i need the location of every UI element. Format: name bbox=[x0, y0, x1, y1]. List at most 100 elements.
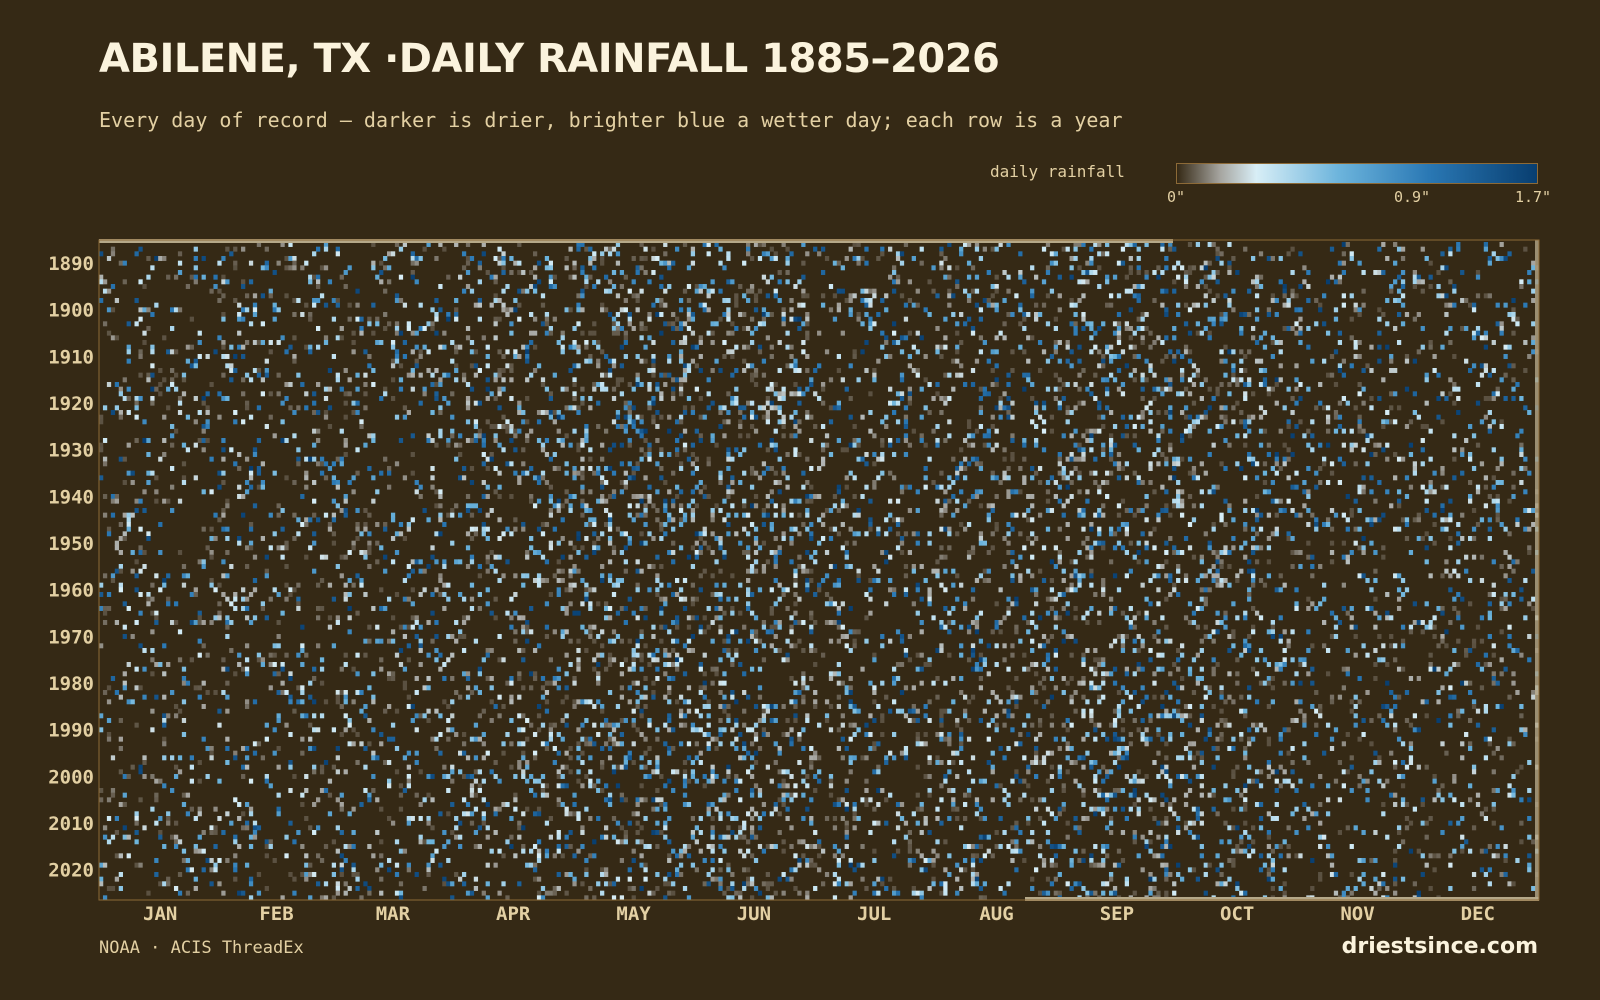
heatmap-cell bbox=[1306, 428, 1311, 434]
heatmap-cell bbox=[154, 573, 159, 579]
heatmap-cell bbox=[315, 284, 321, 289]
heatmap-cell bbox=[848, 298, 853, 303]
heatmap-cell bbox=[1400, 256, 1406, 261]
heatmap-cell bbox=[1511, 396, 1516, 401]
heatmap-cell bbox=[1211, 274, 1216, 280]
heatmap-cell bbox=[1057, 554, 1062, 560]
heatmap-cell bbox=[690, 358, 696, 364]
heatmap-cell bbox=[675, 484, 680, 490]
heatmap-cell bbox=[1065, 382, 1070, 387]
heatmap-cell bbox=[1274, 531, 1279, 537]
heatmap-cell bbox=[757, 321, 763, 327]
heatmap-cell bbox=[659, 606, 664, 611]
heatmap-cell bbox=[1467, 368, 1473, 373]
heatmap-cell bbox=[943, 526, 948, 532]
heatmap-cell bbox=[1010, 400, 1015, 406]
heatmap-cell bbox=[1266, 573, 1272, 579]
heatmap-cell bbox=[177, 307, 183, 313]
heatmap-cell bbox=[244, 606, 250, 611]
heatmap-cell bbox=[588, 246, 593, 252]
heatmap-cell bbox=[284, 293, 289, 299]
heatmap-cell bbox=[686, 554, 692, 560]
heatmap-cell bbox=[836, 400, 841, 406]
heatmap-cell bbox=[714, 503, 719, 509]
heatmap-cell bbox=[773, 442, 778, 448]
heatmap-cell bbox=[493, 298, 498, 303]
heatmap-cell bbox=[146, 326, 151, 331]
heatmap-cell bbox=[481, 438, 486, 443]
heatmap-cell bbox=[675, 377, 680, 383]
heatmap-cell bbox=[1156, 447, 1161, 453]
heatmap-cell bbox=[237, 466, 242, 471]
heatmap-cell bbox=[623, 568, 628, 574]
heatmap-cell bbox=[347, 578, 352, 583]
heatmap-cell bbox=[544, 312, 550, 317]
heatmap-cell bbox=[375, 321, 380, 327]
heatmap-cell bbox=[872, 452, 877, 457]
heatmap-cell bbox=[505, 307, 510, 313]
heatmap-cell bbox=[304, 260, 309, 266]
heatmap-cell bbox=[418, 484, 423, 490]
heatmap-cell bbox=[789, 536, 794, 541]
heatmap-cell bbox=[1337, 260, 1343, 266]
heatmap-cell bbox=[544, 386, 550, 392]
heatmap-cell bbox=[797, 386, 802, 392]
heatmap-cell bbox=[1006, 405, 1011, 411]
heatmap-cell bbox=[146, 438, 151, 443]
heatmap-cell bbox=[1361, 400, 1366, 406]
heatmap-cell bbox=[970, 433, 976, 439]
heatmap-cell bbox=[331, 298, 337, 303]
heatmap-cell bbox=[714, 242, 719, 247]
heatmap-cell bbox=[323, 554, 329, 560]
heatmap-cell bbox=[1487, 494, 1492, 499]
heatmap-cell bbox=[1085, 536, 1090, 541]
heatmap-cell bbox=[915, 349, 920, 355]
heatmap-cell bbox=[1511, 330, 1516, 336]
heatmap-cell bbox=[1112, 606, 1118, 611]
heatmap-cell bbox=[525, 396, 530, 401]
heatmap-cell bbox=[347, 480, 352, 485]
heatmap-cell bbox=[655, 298, 660, 303]
heatmap-cell bbox=[1487, 536, 1492, 541]
heatmap-cell bbox=[659, 274, 664, 280]
heatmap-cell bbox=[931, 396, 936, 401]
heatmap-cell bbox=[493, 615, 498, 621]
heatmap-cell bbox=[1112, 274, 1118, 280]
heatmap-cell bbox=[181, 372, 187, 378]
heatmap-cell bbox=[963, 438, 968, 443]
heatmap-cell bbox=[603, 307, 609, 313]
heatmap-cell bbox=[126, 512, 131, 518]
heatmap-cell bbox=[749, 377, 755, 383]
heatmap-cell bbox=[903, 335, 909, 341]
heatmap-cell bbox=[1389, 391, 1394, 397]
heatmap-cell bbox=[615, 321, 621, 327]
heatmap-cell bbox=[485, 354, 490, 359]
heatmap-cell bbox=[643, 540, 648, 546]
heatmap-cell bbox=[884, 307, 889, 313]
heatmap-cell bbox=[1519, 466, 1524, 471]
heatmap-cell bbox=[252, 503, 258, 509]
heatmap-cell bbox=[1057, 592, 1062, 597]
heatmap-cell bbox=[1231, 419, 1236, 425]
heatmap-cell bbox=[1223, 610, 1228, 616]
heatmap-cell bbox=[410, 256, 415, 261]
heatmap-cell bbox=[1211, 442, 1216, 448]
heatmap-cell bbox=[785, 587, 790, 593]
heatmap-cell bbox=[1329, 550, 1335, 555]
heatmap-cell bbox=[1140, 377, 1145, 383]
heatmap-cell bbox=[383, 386, 388, 392]
heatmap-cell bbox=[406, 573, 411, 579]
heatmap-cell bbox=[1172, 354, 1177, 359]
heatmap-cell bbox=[532, 288, 538, 294]
heatmap-cell bbox=[1203, 470, 1208, 476]
heatmap-cell bbox=[891, 475, 897, 481]
heatmap-cell bbox=[891, 265, 897, 271]
heatmap-cell bbox=[1448, 246, 1453, 252]
heatmap-cell bbox=[193, 442, 198, 448]
heatmap-cell bbox=[1322, 522, 1327, 527]
heatmap-cell bbox=[122, 601, 127, 607]
heatmap-cell bbox=[600, 578, 605, 583]
heatmap-cell bbox=[603, 466, 609, 471]
heatmap-cell bbox=[146, 592, 151, 597]
heatmap-cell bbox=[607, 368, 613, 373]
